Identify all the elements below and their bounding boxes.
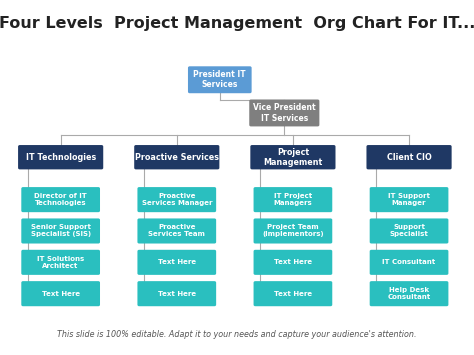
Text: Text Here: Text Here bbox=[158, 260, 196, 265]
FancyBboxPatch shape bbox=[249, 99, 319, 126]
FancyBboxPatch shape bbox=[370, 250, 448, 275]
FancyBboxPatch shape bbox=[370, 187, 448, 212]
Text: President IT
Services: President IT Services bbox=[193, 70, 246, 89]
Text: IT Consultant: IT Consultant bbox=[383, 260, 436, 265]
FancyBboxPatch shape bbox=[370, 218, 448, 244]
Text: Four Levels  Project Management  Org Chart For IT...: Four Levels Project Management Org Chart… bbox=[0, 16, 474, 31]
Text: Text Here: Text Here bbox=[274, 291, 312, 297]
FancyBboxPatch shape bbox=[137, 218, 216, 244]
Text: Project Team
(Implementors): Project Team (Implementors) bbox=[262, 224, 324, 237]
FancyBboxPatch shape bbox=[134, 145, 219, 169]
FancyBboxPatch shape bbox=[137, 281, 216, 306]
Text: Senior Support
Specialist (SIS): Senior Support Specialist (SIS) bbox=[31, 224, 91, 237]
FancyBboxPatch shape bbox=[254, 250, 332, 275]
FancyBboxPatch shape bbox=[18, 145, 103, 169]
FancyBboxPatch shape bbox=[188, 66, 252, 93]
Text: Support
Specialist: Support Specialist bbox=[390, 224, 428, 237]
FancyBboxPatch shape bbox=[254, 218, 332, 244]
Text: IT Solutions
Architect: IT Solutions Architect bbox=[37, 256, 84, 269]
FancyBboxPatch shape bbox=[254, 187, 332, 212]
Text: This slide is 100% editable. Adapt it to your needs and capture your audience's : This slide is 100% editable. Adapt it to… bbox=[57, 330, 417, 339]
Text: IT Technologies: IT Technologies bbox=[26, 153, 96, 162]
FancyBboxPatch shape bbox=[137, 250, 216, 275]
FancyBboxPatch shape bbox=[21, 250, 100, 275]
FancyBboxPatch shape bbox=[370, 281, 448, 306]
Text: Client CIO: Client CIO bbox=[387, 153, 431, 162]
Text: Director of IT
Technologies: Director of IT Technologies bbox=[34, 193, 87, 206]
FancyBboxPatch shape bbox=[21, 281, 100, 306]
FancyBboxPatch shape bbox=[21, 187, 100, 212]
Text: Text Here: Text Here bbox=[158, 291, 196, 297]
FancyBboxPatch shape bbox=[250, 145, 336, 169]
Text: Project
Management: Project Management bbox=[263, 148, 322, 167]
FancyBboxPatch shape bbox=[254, 281, 332, 306]
Text: Text Here: Text Here bbox=[274, 260, 312, 265]
Text: Help Desk
Consultant: Help Desk Consultant bbox=[387, 287, 431, 300]
FancyBboxPatch shape bbox=[21, 218, 100, 244]
Text: IT Project
Managers: IT Project Managers bbox=[273, 193, 312, 206]
FancyBboxPatch shape bbox=[137, 187, 216, 212]
Text: Proactive Services: Proactive Services bbox=[135, 153, 219, 162]
FancyBboxPatch shape bbox=[366, 145, 452, 169]
Text: Vice President
IT Services: Vice President IT Services bbox=[253, 103, 316, 123]
Text: Proactive
Services Manager: Proactive Services Manager bbox=[142, 193, 212, 206]
Text: IT Support
Manager: IT Support Manager bbox=[388, 193, 430, 206]
Text: Text Here: Text Here bbox=[42, 291, 80, 297]
Text: Proactive
Services Team: Proactive Services Team bbox=[148, 224, 205, 237]
